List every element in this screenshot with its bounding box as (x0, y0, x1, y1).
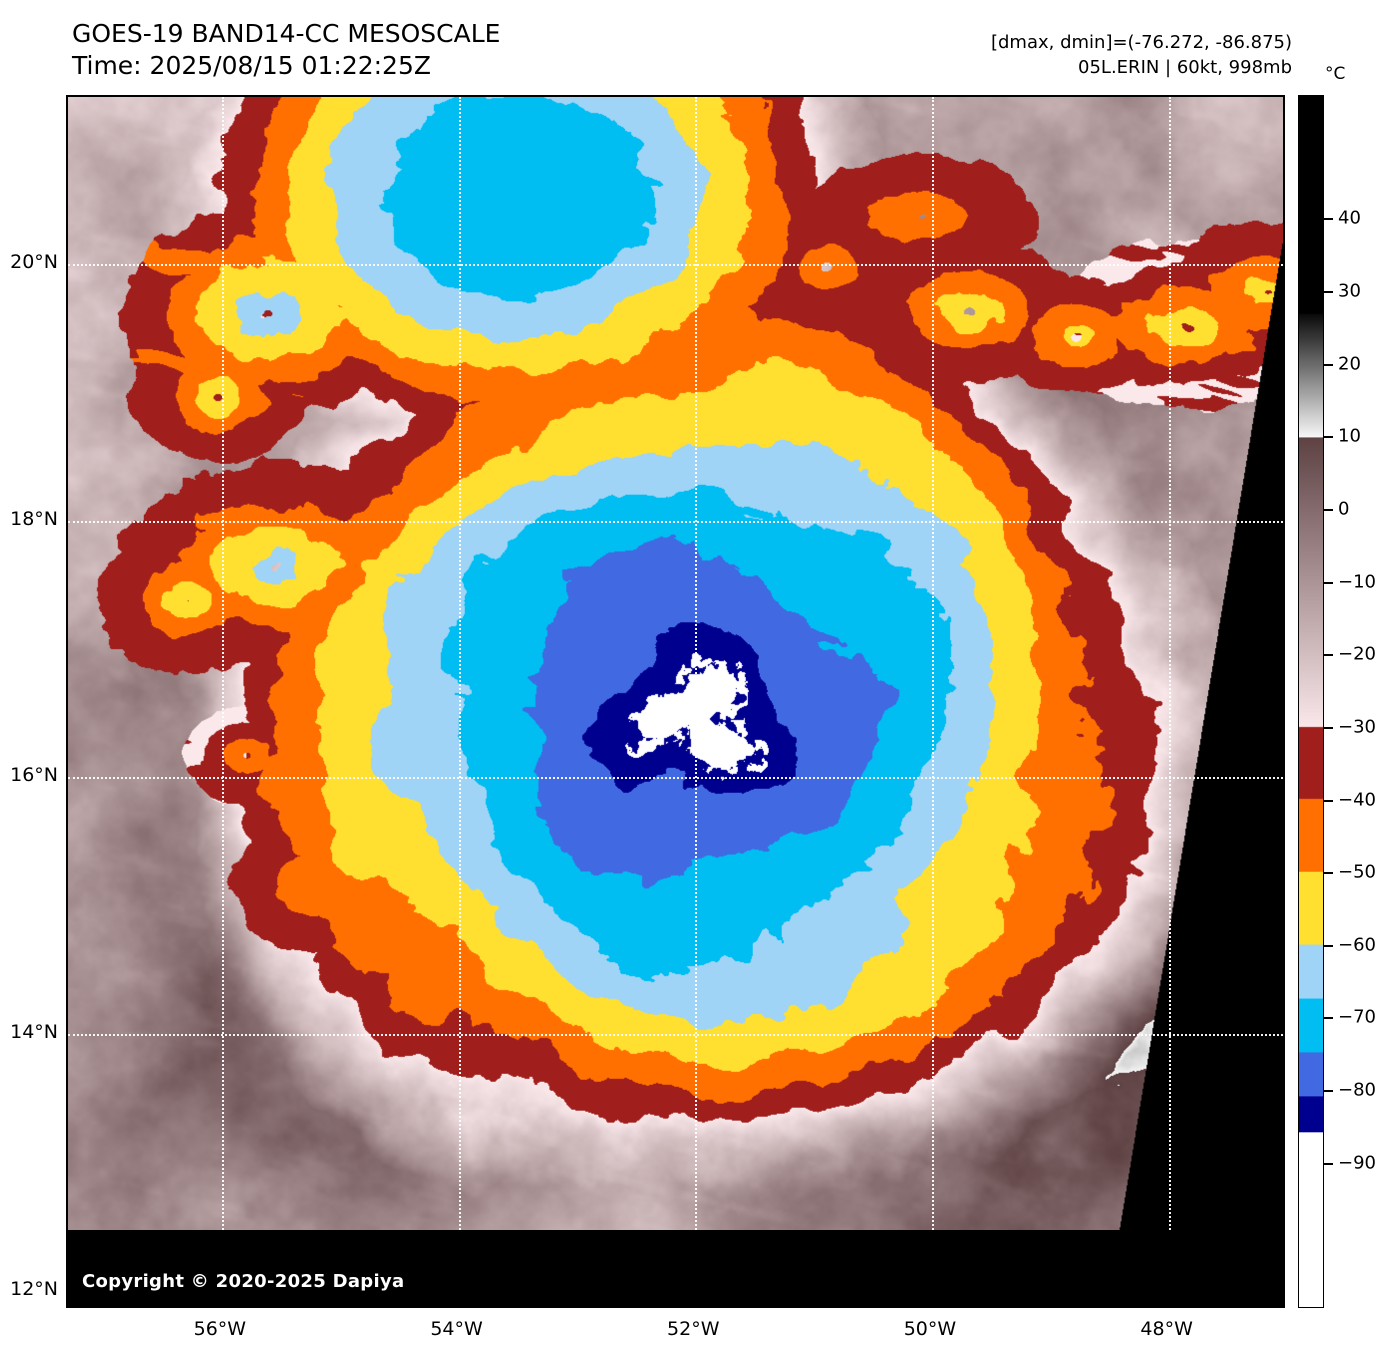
colorbar-tick-label: −60 (1338, 934, 1376, 956)
colorbar-tick-mark (1324, 1017, 1333, 1020)
colorbar-tick-label: −30 (1338, 716, 1376, 738)
colorbar-tick-mark (1324, 944, 1333, 947)
gridline-meridian (221, 97, 224, 1306)
gridline-parallel (68, 777, 1283, 780)
colorbar-tick-mark (1324, 436, 1333, 439)
title-block: GOES-19 BAND14-CC MESOSCALE Time: 2025/0… (72, 18, 500, 82)
colorbar-tick-mark (1324, 218, 1333, 221)
colorbar-tick-label: −70 (1338, 1006, 1376, 1028)
no-data-bottom-strip (68, 1230, 1283, 1306)
lat-tick-label: 14°N (10, 1021, 58, 1044)
gridline-meridian (458, 97, 461, 1306)
colorbar (1298, 95, 1324, 1308)
lat-tick-label: 20°N (10, 250, 58, 273)
colorbar-tick-mark (1324, 654, 1333, 657)
colorbar-tick-mark (1324, 581, 1333, 584)
lon-tick-label: 52°W (667, 1318, 720, 1340)
colorbar-tick-mark (1324, 799, 1333, 802)
colorbar-tick-label: −20 (1338, 643, 1376, 665)
lon-tick-label: 48°W (1140, 1318, 1193, 1340)
colorbar-tick-mark (1324, 726, 1333, 729)
colorbar-tick-mark (1324, 1162, 1333, 1165)
colorbar-tick-label: −50 (1338, 861, 1376, 883)
colorbar-tick-mark (1324, 291, 1333, 294)
gridline-parallel (68, 1034, 1283, 1037)
colorbar-tick-label: 10 (1338, 425, 1361, 447)
gridline-parallel (68, 263, 1283, 266)
colorbar-tick-label: −40 (1338, 789, 1376, 811)
lon-tick-label: 56°W (193, 1318, 247, 1340)
colorbar-tick-label: 0 (1338, 498, 1350, 520)
colorbar-tick-label: 40 (1338, 207, 1361, 229)
colorbar-tick-mark (1324, 509, 1333, 512)
colorbar-tick-label: −10 (1338, 571, 1376, 593)
storm-identifier: 05L.ERIN | 60kt, 998mb (1078, 57, 1292, 78)
colorbar-tick-label: 30 (1338, 280, 1361, 302)
lat-tick-label: 18°N (10, 507, 58, 530)
lat-tick-label: 12°N (10, 1277, 58, 1300)
dmax-dmin-readout: [dmax, dmin]=(-76.272, -86.875) (990, 32, 1292, 53)
timestamp: Time: 2025/08/15 01:22:25Z (72, 51, 431, 80)
colorbar-unit-label: °C (1325, 64, 1346, 84)
gridline-meridian (695, 97, 698, 1306)
copyright-notice: Copyright © 2020-2025 Dapiya (82, 1271, 405, 1292)
colorbar-tick-mark (1324, 363, 1333, 366)
satellite-image-canvas (68, 97, 1283, 1306)
lat-tick-label: 16°N (10, 764, 58, 787)
colorbar-tick-mark (1324, 872, 1333, 875)
colorbar-tick-label: 20 (1338, 353, 1361, 375)
colorbar-tick-mark (1324, 1090, 1333, 1093)
lon-tick-label: 54°W (430, 1318, 483, 1340)
gridline-meridian (931, 97, 934, 1306)
gridline-parallel (68, 520, 1283, 523)
colorbar-tick-label: −90 (1338, 1152, 1376, 1174)
metadata-block: [dmax, dmin]=(-76.272, -86.875) 05L.ERIN… (991, 30, 1292, 80)
satellite-map[interactable]: Copyright © 2020-2025 Dapiya (66, 95, 1285, 1308)
colorbar-gradient (1299, 96, 1323, 1307)
gridline-meridian (1168, 97, 1171, 1306)
page-title: GOES-19 BAND14-CC MESOSCALE (72, 19, 501, 48)
colorbar-tick-label: −80 (1338, 1079, 1376, 1101)
lon-tick-label: 50°W (903, 1318, 957, 1340)
